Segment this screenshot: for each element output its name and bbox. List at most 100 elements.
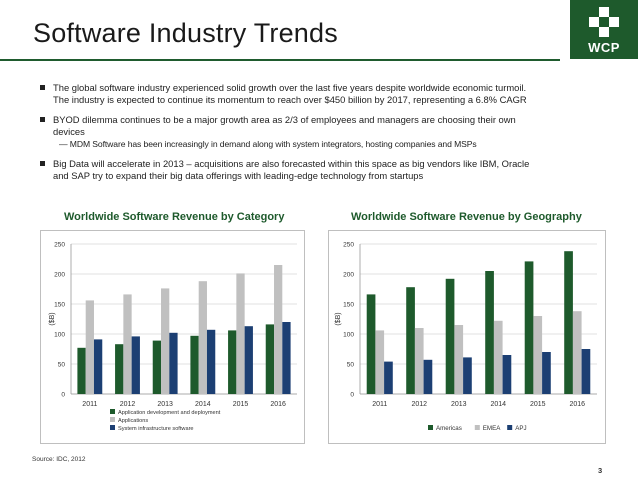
- bar-americas-2016: [564, 251, 573, 394]
- bar-system-infrastructure-software-2014: [206, 329, 216, 394]
- bar-emea-2014: [493, 320, 503, 394]
- bar-application-development-and-deployment-2011: [77, 347, 86, 394]
- chart-geography: 0 50 100 150 200 250 ($B) 2011 2012 2013 2014 2015 2…: [328, 230, 606, 444]
- bar-applications-2016: [274, 265, 283, 394]
- legend-label: EMEA: [483, 425, 501, 432]
- y-tick-label: 50: [347, 362, 355, 369]
- bar-application-development-and-deployment-2013: [152, 340, 162, 394]
- y-tick-label: 50: [58, 362, 66, 369]
- bullet-line: Big Data will accelerate in 2013 – acqui…: [53, 158, 530, 169]
- bar-emea-2011: [375, 330, 385, 394]
- chart-category: 0 50 100 150 200 250 ($B) 2011 2012 2013 2014 2015 2…: [40, 230, 305, 444]
- bar-application-development-and-deployment-2014: [190, 335, 199, 394]
- chart-title-geography: Worldwide Software Revenue by Geography: [351, 211, 582, 223]
- bar-emea-2015: [533, 316, 543, 394]
- y-tick-label: 100: [54, 332, 65, 339]
- wcp-logo: WCP: [570, 0, 638, 59]
- legend-swatch: [474, 425, 480, 430]
- legend-label: APJ: [515, 425, 526, 432]
- y-tick-label: 250: [54, 242, 65, 249]
- legend-swatch: [428, 425, 433, 430]
- bar-applications-2014: [198, 281, 207, 394]
- sub-bullet: — MDM Software has been increasingly in …: [59, 139, 477, 149]
- legend-label: System infrastructure software: [118, 426, 194, 432]
- x-tick-label: 2016: [270, 401, 286, 408]
- x-tick-label: 2015: [233, 401, 249, 408]
- bar-emea-2013: [454, 325, 464, 394]
- x-tick-label: 2016: [569, 401, 585, 408]
- y-tick-label: 100: [343, 332, 354, 339]
- legend-swatch: [507, 425, 513, 430]
- legend-label: Americas: [436, 425, 462, 432]
- y-tick-label: 200: [343, 272, 354, 279]
- bar-system-infrastructure-software-2013: [169, 332, 178, 394]
- bar-apj-2011: [384, 361, 393, 394]
- bar-apj-2014: [502, 355, 512, 394]
- bullet-line: The industry is expected to continue its…: [53, 94, 527, 105]
- bar-application-development-and-deployment-2012: [115, 344, 124, 394]
- bullet-line: BYOD dilemma continues to be a major gro…: [53, 114, 516, 125]
- y-tick-label: 0: [350, 392, 354, 399]
- legend-swatch: [110, 409, 115, 414]
- bar-system-infrastructure-software-2011: [93, 339, 103, 394]
- bullet-item: BYOD dilemma continues to be a major gro…: [38, 114, 623, 150]
- bar-americas-2012: [406, 287, 415, 394]
- bar-americas-2014: [485, 271, 494, 394]
- x-tick-label: 2014: [490, 401, 506, 408]
- x-tick-label: 2015: [530, 401, 546, 408]
- x-tick-label: 2013: [157, 401, 173, 408]
- bullet-item: Big Data will accelerate in 2013 – acqui…: [38, 158, 623, 182]
- bar-americas-2015: [524, 261, 534, 394]
- bar-applications-2011: [85, 300, 94, 394]
- x-tick-label: 2014: [195, 401, 211, 408]
- bullet-line: The global software industry experienced…: [53, 82, 527, 93]
- bar-applications-2013: [161, 288, 170, 394]
- logo-text: WCP: [588, 40, 620, 55]
- bullet-list: The global software industry experienced…: [38, 82, 623, 190]
- bar-apj-2013: [463, 357, 472, 394]
- bar-apj-2015: [542, 352, 551, 394]
- x-tick-label: 2011: [82, 401, 97, 408]
- y-tick-label: 150: [54, 302, 65, 309]
- logo-square-icon: [589, 17, 599, 27]
- bar-apj-2012: [423, 359, 433, 394]
- bar-americas-2011: [366, 294, 376, 394]
- bullet-line: devices: [53, 126, 85, 137]
- y-tick-label: 250: [343, 242, 354, 249]
- logo-square-icon: [609, 17, 619, 27]
- page-number: 3: [598, 466, 603, 475]
- source-note: Source: IDC, 2012: [32, 456, 86, 463]
- logo-square-icon: [599, 27, 609, 37]
- y-tick-label: 200: [54, 272, 65, 279]
- bar-system-infrastructure-software-2012: [131, 336, 140, 394]
- y-tick-label: 150: [343, 302, 354, 309]
- legend-swatch: [110, 417, 115, 422]
- bar-application-development-and-deployment-2015: [228, 330, 237, 394]
- bar-apj-2016: [581, 349, 591, 394]
- bullet-item: The global software industry experienced…: [38, 82, 623, 106]
- bullet-icon: [40, 161, 45, 166]
- legend-label: Applications: [118, 418, 148, 424]
- bullet-icon: [40, 85, 45, 90]
- bullet-line: and SAP try to expand their big data off…: [53, 170, 424, 181]
- bar-emea-2012: [414, 328, 424, 394]
- bar-system-infrastructure-software-2016: [282, 322, 291, 394]
- y-tick-label: 0: [61, 392, 65, 399]
- bar-application-development-and-deployment-2016: [265, 324, 275, 394]
- chart-title-category: Worldwide Software Revenue by Category: [64, 211, 285, 223]
- x-tick-label: 2011: [372, 401, 387, 408]
- bar-applications-2015: [236, 273, 245, 394]
- bullet-icon: [40, 117, 45, 122]
- bar-americas-2013: [445, 278, 455, 394]
- x-tick-label: 2012: [120, 401, 136, 408]
- legend-label: Application development and deployment: [118, 410, 221, 416]
- y-axis-label: ($B): [49, 312, 56, 325]
- y-axis-label: ($B): [335, 312, 342, 325]
- legend-swatch: [110, 425, 115, 430]
- x-tick-label: 2012: [411, 401, 427, 408]
- title-divider: [0, 59, 560, 61]
- bar-applications-2012: [123, 294, 132, 394]
- bar-system-infrastructure-software-2015: [244, 326, 253, 394]
- bar-emea-2016: [572, 311, 582, 394]
